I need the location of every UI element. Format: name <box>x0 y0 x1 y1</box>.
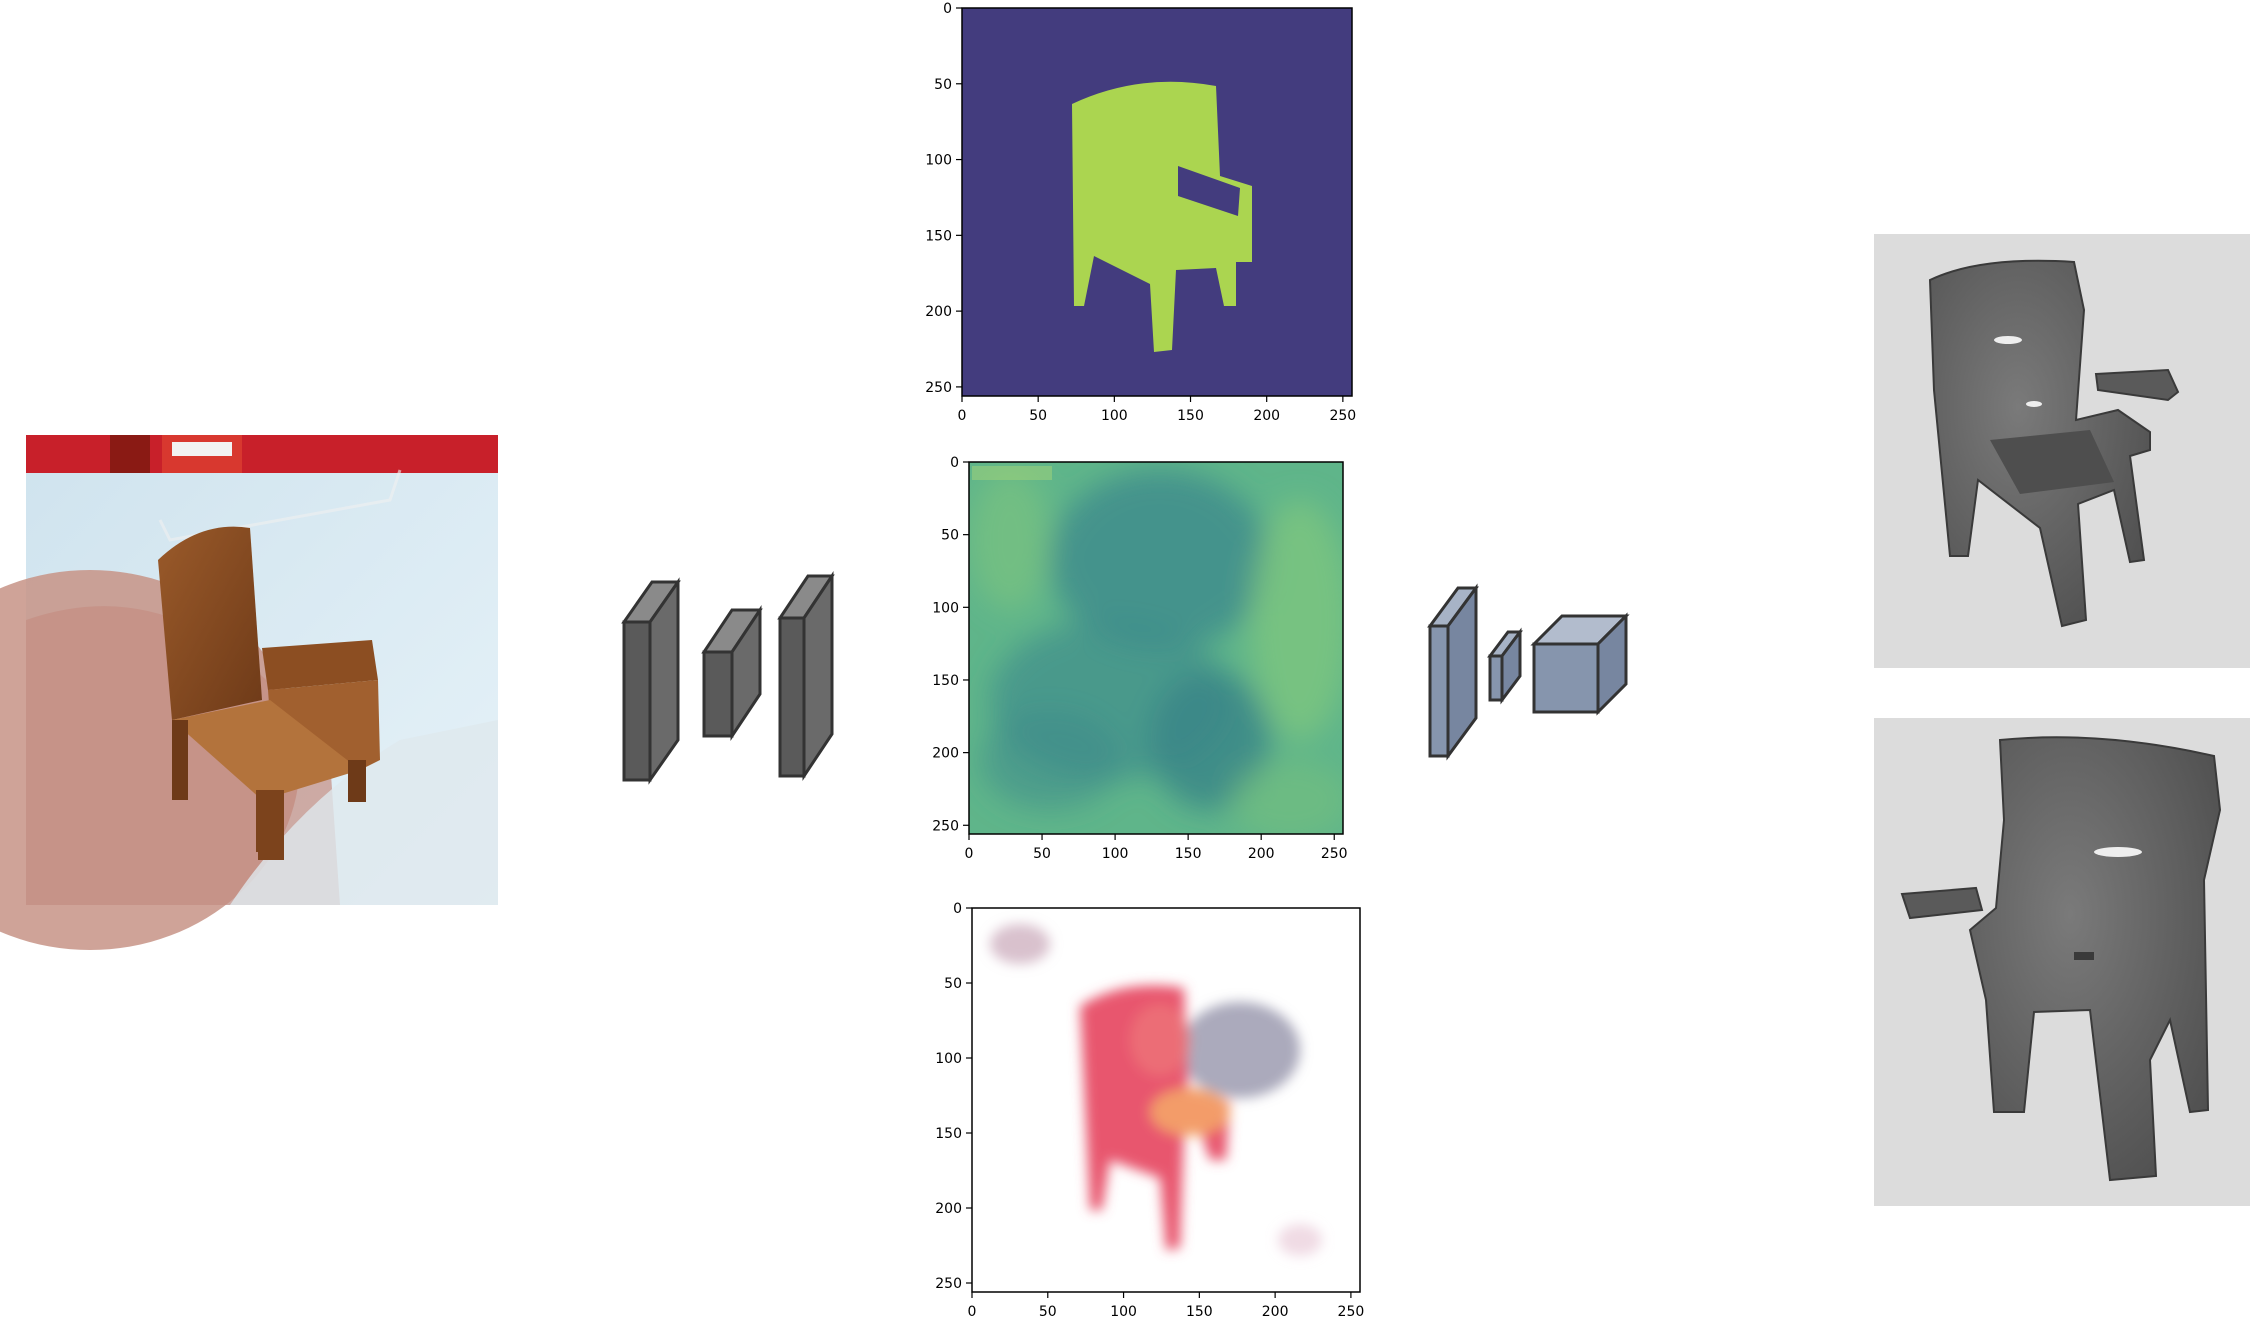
depth-map-plot: 0 50 100 150 200 250 0 50 100 150 200 250 <box>932 455 1348 862</box>
decoder-block-2 <box>1487 627 1523 705</box>
decoder-block-1 <box>1427 583 1479 761</box>
y-tick-label: 150 <box>925 228 952 244</box>
plot3-x-axis: 0 50 100 150 200 250 <box>968 1292 1365 1320</box>
decoder-cube <box>1530 612 1630 716</box>
x-tick-label: 50 <box>1039 1304 1057 1320</box>
reconstructed-chair-view-1 <box>1874 234 2250 668</box>
x-tick-label: 0 <box>965 846 974 862</box>
y-tick-label: 50 <box>934 77 952 93</box>
plot1-x-axis: 0 50 100 150 200 250 <box>958 396 1356 424</box>
plot3-y-axis: 0 50 100 150 200 250 <box>935 901 972 1292</box>
plot2-y-axis: 0 50 100 150 200 250 <box>932 455 969 834</box>
y-tick-label: 50 <box>944 976 962 992</box>
x-tick-label: 0 <box>958 408 967 424</box>
y-tick-label: 200 <box>935 1201 962 1217</box>
y-tick-label: 200 <box>932 746 959 762</box>
y-tick-label: 50 <box>941 528 959 544</box>
x-tick-label: 200 <box>1248 846 1275 862</box>
x-tick-label: 200 <box>1262 1304 1289 1320</box>
x-tick-label: 200 <box>1253 408 1280 424</box>
y-tick-label: 150 <box>935 1126 962 1142</box>
plot2-x-axis: 0 50 100 150 200 250 <box>965 834 1348 862</box>
encoder-block-2 <box>701 605 763 741</box>
y-tick-label: 100 <box>925 153 952 169</box>
x-tick-label: 100 <box>1110 1304 1137 1320</box>
silhouette-mask-plot: 0 50 100 150 200 250 0 50 100 150 200 250 <box>925 1 1356 424</box>
wooden-chair-photo <box>0 435 498 950</box>
x-tick-label: 50 <box>1033 846 1051 862</box>
y-tick-label: 100 <box>935 1051 962 1067</box>
x-tick-label: 100 <box>1101 408 1128 424</box>
x-tick-label: 250 <box>1329 408 1356 424</box>
x-tick-label: 250 <box>1338 1304 1365 1320</box>
y-tick-label: 150 <box>932 673 959 689</box>
reconstructed-chair-view-2 <box>1874 718 2250 1206</box>
y-tick-label: 250 <box>932 818 959 834</box>
y-tick-label: 100 <box>932 600 959 616</box>
y-tick-label: 0 <box>950 455 959 471</box>
plot1-y-axis: 0 50 100 150 200 250 <box>925 1 962 396</box>
x-tick-label: 50 <box>1029 408 1047 424</box>
x-tick-label: 0 <box>968 1304 977 1320</box>
y-tick-label: 0 <box>943 1 952 17</box>
normal-map-plot: 0 50 100 150 200 250 0 50 100 150 200 250 <box>935 901 1364 1320</box>
encoder-block-1 <box>621 577 681 785</box>
x-tick-label: 100 <box>1102 846 1129 862</box>
y-tick-label: 200 <box>925 304 952 320</box>
x-tick-label: 150 <box>1175 846 1202 862</box>
x-tick-label: 150 <box>1186 1304 1213 1320</box>
x-tick-label: 150 <box>1177 408 1204 424</box>
y-tick-label: 250 <box>935 1276 962 1292</box>
y-tick-label: 250 <box>925 380 952 396</box>
x-tick-label: 250 <box>1321 846 1348 862</box>
encoder-block-3 <box>777 571 835 781</box>
y-tick-label: 0 <box>953 901 962 917</box>
